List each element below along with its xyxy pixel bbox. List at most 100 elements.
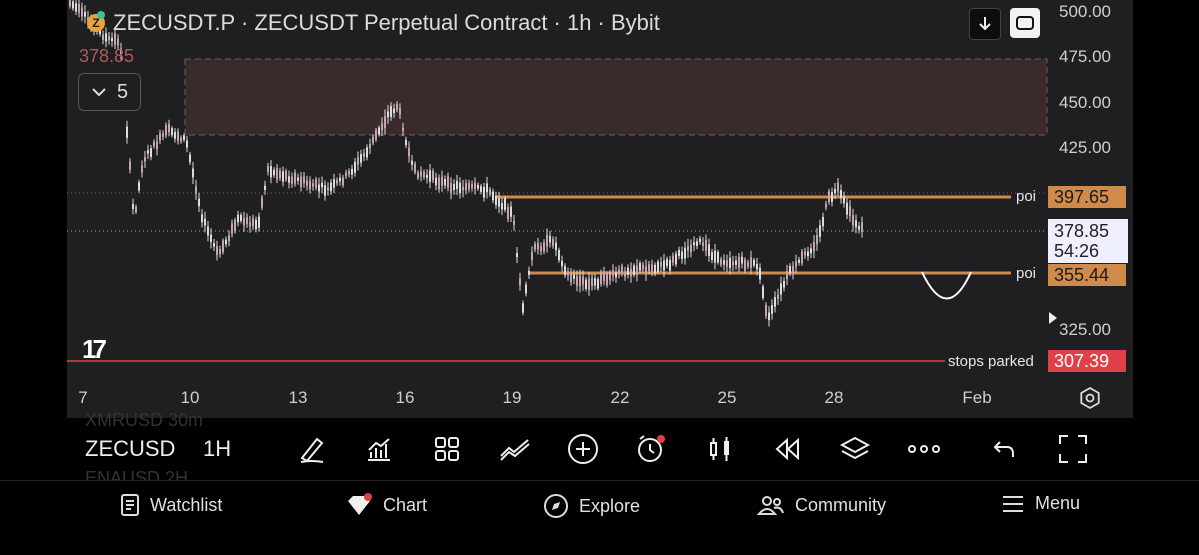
curve-drawing[interactable] <box>921 271 972 300</box>
screen-mode-button[interactable] <box>1010 8 1040 38</box>
candle-body <box>255 219 257 230</box>
indicators-icon[interactable] <box>362 432 396 466</box>
candle-body <box>264 185 266 190</box>
candle-body <box>393 108 395 114</box>
compare-icon[interactable] <box>498 432 532 466</box>
candle-body <box>252 218 254 227</box>
interval-selector[interactable]: 1H <box>203 436 232 461</box>
candle-body <box>528 270 530 275</box>
candle-body <box>189 154 191 163</box>
price-chart-canvas[interactable] <box>67 0 1133 418</box>
candle-body <box>375 130 377 140</box>
candle-body <box>336 180 338 184</box>
candle-body <box>147 150 149 154</box>
candle-body <box>435 177 437 186</box>
fullscreen-icon[interactable] <box>1056 432 1090 466</box>
settings-icon[interactable] <box>1078 386 1102 410</box>
poi-upper-price: 397.65 <box>1048 186 1126 208</box>
draw-icon[interactable] <box>295 432 329 466</box>
candle-body <box>330 182 332 192</box>
alert-icon[interactable] <box>634 432 668 466</box>
nav-menu[interactable]: Menu <box>1001 493 1080 514</box>
more-icon[interactable] <box>907 432 941 466</box>
candle-body <box>381 123 383 131</box>
date-tick: 7 <box>78 388 88 407</box>
undo-icon[interactable] <box>987 432 1021 466</box>
candle-body <box>354 161 356 173</box>
candle-body <box>72 1 74 9</box>
candle-body <box>192 168 194 178</box>
candle-body <box>408 147 410 157</box>
price-axis[interactable]: 500.00 475.00 450.00 425.00 325.00 <box>1047 0 1133 418</box>
tradingview-logo: 17 <box>82 334 107 364</box>
candle-type-icon[interactable] <box>703 432 737 466</box>
candle-body <box>282 171 284 182</box>
candle-body <box>288 176 290 183</box>
candle-body <box>861 222 863 232</box>
candle-body <box>207 226 209 236</box>
candle-body <box>567 272 569 276</box>
candle-body <box>771 305 773 314</box>
candle-body <box>534 243 536 250</box>
ghost-symbol-above: XMRUSD 30m <box>85 410 204 430</box>
coin-icon: Z <box>87 11 105 32</box>
candle-body <box>549 235 551 243</box>
layouts-icon[interactable] <box>430 432 464 466</box>
candle-body <box>180 137 182 142</box>
candle-body <box>786 271 788 279</box>
candle-body <box>660 262 662 267</box>
nav-explore[interactable]: Explore <box>543 493 640 519</box>
candle-body <box>414 163 416 173</box>
candle-body <box>672 255 674 263</box>
candle-body <box>384 116 386 128</box>
candle-body <box>102 34 104 40</box>
scroll-right-icon[interactable] <box>1047 310 1059 326</box>
candle-body <box>588 278 590 290</box>
indicators-collapse-button[interactable]: 5 <box>78 73 141 111</box>
candle-body <box>237 214 239 223</box>
candle-body <box>729 257 731 269</box>
nav-watchlist-label: Watchlist <box>150 494 223 515</box>
add-icon[interactable] <box>566 432 600 466</box>
nav-chart[interactable]: Chart <box>345 493 427 517</box>
candle-body <box>735 260 737 265</box>
candle-body <box>258 216 260 228</box>
candles-group <box>69 0 863 327</box>
watchlist-icon <box>121 494 139 516</box>
nav-community[interactable]: Community <box>757 493 886 517</box>
download-button[interactable] <box>969 8 1001 40</box>
candle-body <box>486 183 488 193</box>
candle-body <box>699 238 701 243</box>
symbol-selector[interactable]: ZECUSD <box>85 436 176 461</box>
candle-body <box>387 111 389 118</box>
candle-body <box>678 249 680 257</box>
replay-icon[interactable] <box>770 432 804 466</box>
candle-body <box>369 144 371 149</box>
chart-title[interactable]: Z ZECUSDT.P · ZECUSDT Perpetual Contract… <box>87 10 660 36</box>
candle-body <box>852 215 854 226</box>
candle-body <box>765 304 767 317</box>
candle-body <box>639 262 641 271</box>
candle-body <box>117 38 119 46</box>
candle-body <box>702 242 704 246</box>
candle-body <box>807 251 809 257</box>
candle-body <box>510 206 512 217</box>
chart-area[interactable]: Z ZECUSDT.P · ZECUSDT Perpetual Contract… <box>67 0 1133 418</box>
candle-body <box>459 182 461 194</box>
candle-body <box>624 271 626 277</box>
current-price-box: 378.85 54:26 <box>1048 219 1128 263</box>
price-tick: 475.00 <box>1059 47 1111 66</box>
candle-body <box>495 195 497 205</box>
candle-body <box>582 276 584 285</box>
candle-body <box>333 179 335 188</box>
candle-body <box>120 48 122 54</box>
candle-body <box>696 241 698 246</box>
candle-body <box>294 172 296 184</box>
candle-body <box>273 169 275 176</box>
candle-body <box>759 267 761 280</box>
candle-body <box>168 123 170 133</box>
layers-icon[interactable] <box>838 432 872 466</box>
nav-watchlist[interactable]: Watchlist <box>120 493 222 517</box>
candle-body <box>681 251 683 259</box>
candle-body <box>483 186 485 198</box>
